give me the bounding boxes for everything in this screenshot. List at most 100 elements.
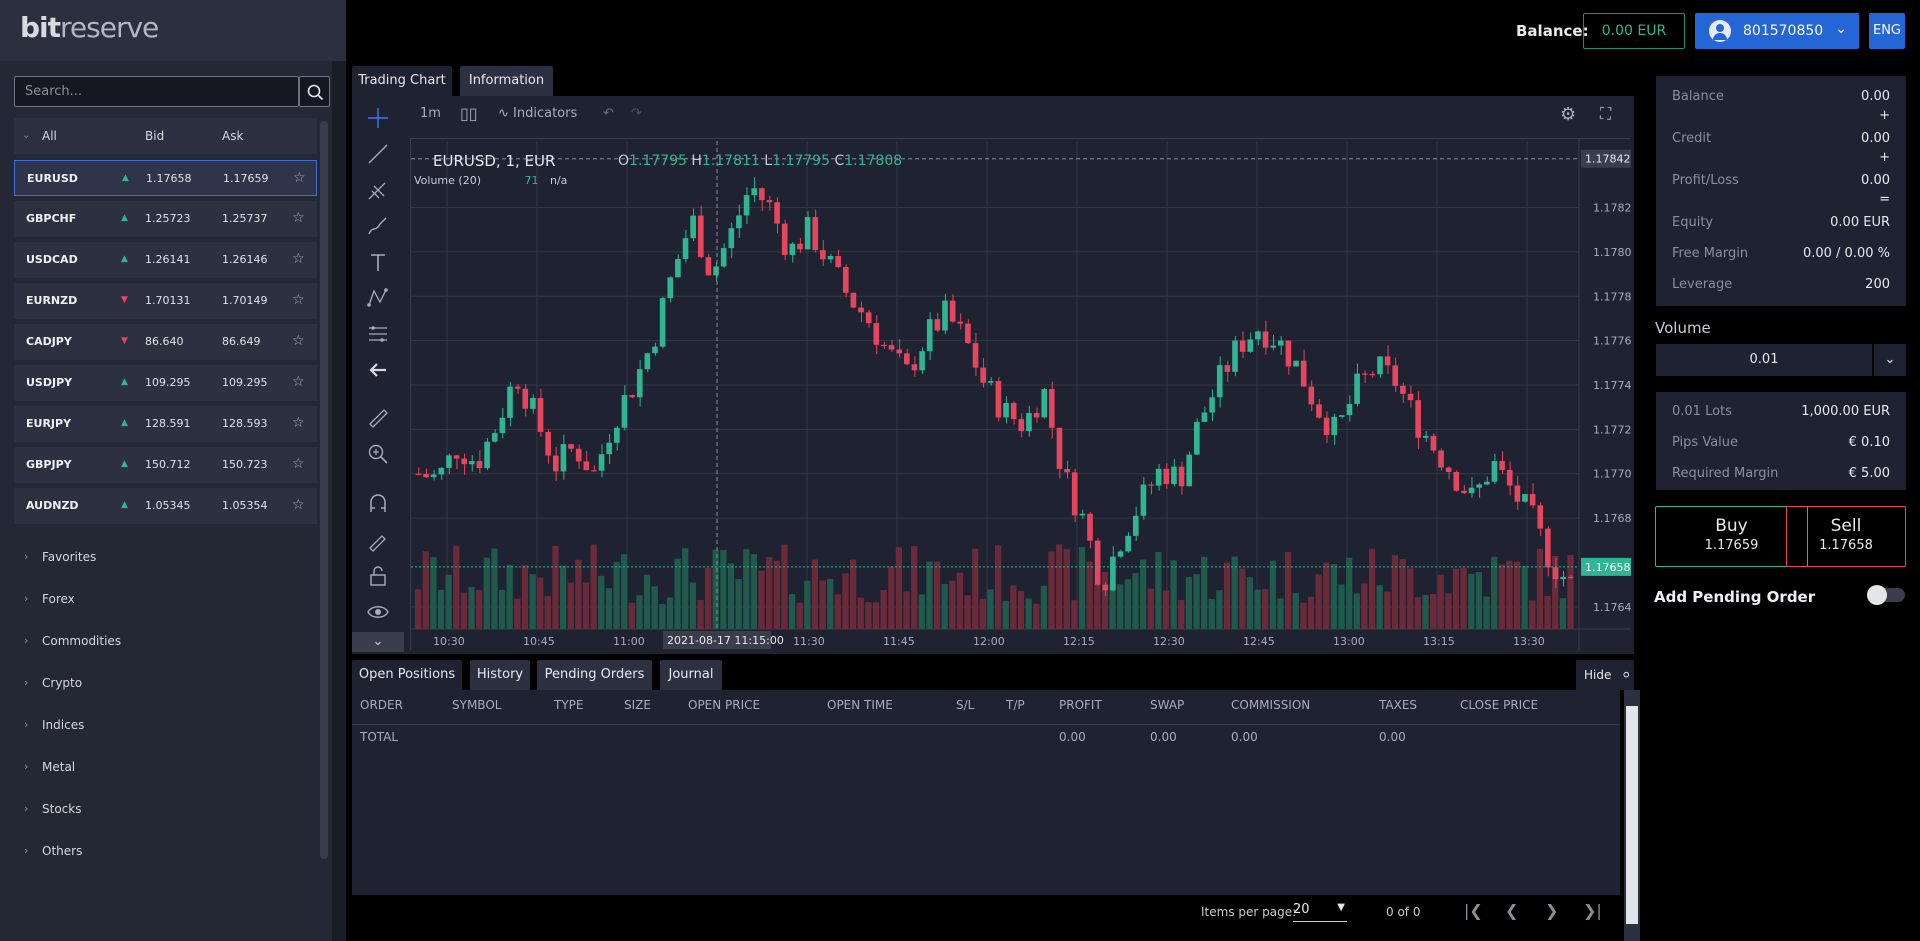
- star-icon[interactable]: ☆: [292, 292, 305, 308]
- interval-button[interactable]: 1m: [420, 106, 441, 121]
- text-icon[interactable]: [366, 250, 390, 274]
- redo-icon[interactable]: ↷: [631, 106, 642, 121]
- fullscreen-icon[interactable]: ⛶: [1600, 104, 1612, 123]
- magnet-icon[interactable]: [366, 492, 390, 516]
- symbol-row-eurjpy[interactable]: EURJPY ▲ 128.591 128.593 ☆: [14, 406, 317, 442]
- star-icon[interactable]: ☆: [292, 497, 305, 513]
- candle-body: [1293, 360, 1299, 367]
- volume-dropdown[interactable]: ⌄: [1874, 344, 1906, 376]
- caret-down-icon: ▼: [1337, 902, 1345, 913]
- star-icon[interactable]: ☆: [292, 251, 305, 267]
- next-page-icon[interactable]: ❯: [1545, 901, 1559, 920]
- star-icon[interactable]: ☆: [292, 415, 305, 431]
- column-header-open-price[interactable]: OPEN PRICE: [688, 698, 761, 712]
- category-label: Others: [42, 844, 83, 858]
- star-icon[interactable]: ☆: [292, 210, 305, 226]
- chart-canvas[interactable]: 1.17820 1.17800 1.17780 1.17760 1.17740 1.177…: [411, 139, 1631, 651]
- trend-line-icon[interactable]: [366, 142, 390, 166]
- column-header-size[interactable]: SIZE: [624, 698, 651, 712]
- column-header-symbol[interactable]: SYMBOL: [452, 698, 502, 712]
- ask-price: 1.25737: [222, 212, 268, 225]
- candle-body: [1064, 468, 1070, 473]
- symbol-row-gbpchf[interactable]: GBPCHF ▲ 1.25723 1.25737 ☆: [14, 201, 317, 237]
- chart-symbol-title[interactable]: EURUSD, 1, EUR: [433, 152, 556, 170]
- candle-body: [1041, 389, 1048, 418]
- column-header-close-price[interactable]: CLOSE PRICE: [1460, 698, 1539, 712]
- star-icon[interactable]: ☆: [293, 170, 306, 186]
- star-icon[interactable]: ☆: [292, 333, 305, 349]
- account-button[interactable]: 801570850 ⌄: [1695, 13, 1859, 49]
- chevron-down-icon: ⌄: [1835, 21, 1847, 37]
- first-page-icon[interactable]: |❮: [1464, 901, 1483, 920]
- star-icon[interactable]: ☆: [292, 456, 305, 472]
- filter-all[interactable]: All: [42, 129, 57, 143]
- brush-icon[interactable]: [366, 214, 390, 238]
- candle-body: [705, 257, 712, 276]
- eye-icon[interactable]: [366, 600, 390, 624]
- symbol-row-cadjpy[interactable]: CADJPY ▼ 86.640 86.649 ☆: [14, 324, 317, 360]
- tab-information[interactable]: Information: [460, 66, 553, 96]
- volume-bar: [720, 550, 727, 629]
- sidebar-scrollbar[interactable]: [320, 121, 328, 859]
- column-header-t-p[interactable]: T/P: [1006, 698, 1025, 712]
- price-up-icon: ▲: [121, 459, 128, 469]
- price-chart[interactable]: 1.17820 1.17800 1.17780 1.17760 1.17740 1.177…: [410, 138, 1631, 651]
- chevron-down-icon[interactable]: ⌄: [22, 130, 31, 141]
- search-input[interactable]: [15, 77, 298, 106]
- symbol-row-usdcad[interactable]: USDCAD ▲ 1.26141 1.26146 ☆: [14, 242, 317, 278]
- settings-icon[interactable]: ⚙: [1560, 104, 1577, 125]
- symbol-row-eurnzd[interactable]: EURNZD ▼ 1.70131 1.70149 ☆: [14, 283, 317, 319]
- chevron-down-icon[interactable]: ⌄: [352, 632, 404, 652]
- tab-journal[interactable]: Journal: [660, 660, 722, 690]
- column-header-s-l[interactable]: S/L: [956, 698, 975, 712]
- volume-input[interactable]: 0.01: [1656, 344, 1872, 376]
- pending-order-toggle[interactable]: [1867, 585, 1905, 605]
- back-arrow-icon[interactable]: [366, 358, 390, 382]
- search-button[interactable]: [299, 76, 330, 107]
- zoom-in-icon[interactable]: [366, 442, 390, 466]
- balance-value: 0.00 EUR: [1583, 13, 1685, 49]
- crosshair-icon[interactable]: [366, 106, 390, 130]
- prev-page-icon[interactable]: ❮: [1505, 901, 1519, 920]
- tab-trading-chart[interactable]: Trading Chart: [352, 66, 452, 96]
- last-page-icon[interactable]: ❯|: [1583, 901, 1602, 920]
- pitchfork-icon[interactable]: [366, 178, 390, 202]
- tab-pending-orders[interactable]: Pending Orders: [537, 660, 652, 690]
- column-header-commission[interactable]: COMMISSION: [1231, 698, 1311, 712]
- volume-bar: [1391, 555, 1399, 629]
- column-header-order[interactable]: ORDER: [360, 698, 403, 712]
- candle-type-icon[interactable]: ▯▯: [460, 104, 478, 123]
- lock-icon[interactable]: [366, 564, 390, 588]
- volume-bar: [430, 557, 437, 629]
- pattern-icon[interactable]: [366, 286, 390, 310]
- star-icon[interactable]: ☆: [292, 374, 305, 390]
- positions-scrollbar[interactable]: [1624, 690, 1640, 941]
- column-header-taxes[interactable]: TAXES: [1379, 698, 1418, 712]
- sidebar-collapse-strip[interactable]: [332, 61, 346, 941]
- hide-panel-button[interactable]: Hide ⚪: [1576, 660, 1634, 690]
- candle-body: [1560, 576, 1566, 580]
- indicators-icon: ∿: [498, 106, 514, 121]
- draw-lock-icon[interactable]: [366, 528, 390, 552]
- ruler-icon[interactable]: [366, 406, 390, 430]
- undo-icon[interactable]: ↶: [603, 106, 614, 121]
- fib-levels-icon[interactable]: [366, 322, 390, 346]
- symbol-row-eurusd[interactable]: EURUSD ▲ 1.17658 1.17659 ☆: [14, 160, 317, 196]
- items-per-page-select[interactable]: 20 ▼: [1293, 902, 1347, 922]
- buy-button[interactable]: Buy 1.17659: [1655, 506, 1808, 567]
- symbol-row-gbpjpy[interactable]: GBPJPY ▲ 150.712 150.723 ☆: [14, 447, 317, 483]
- tab-open-positions[interactable]: Open Positions: [352, 660, 462, 690]
- page-range: 0 of 0: [1386, 905, 1421, 919]
- indicators-button[interactable]: ∿ Indicators: [498, 106, 577, 121]
- sell-button[interactable]: Sell 1.17658: [1786, 506, 1906, 567]
- language-button[interactable]: ENG: [1869, 13, 1905, 49]
- symbol-row-usdjpy[interactable]: USDJPY ▲ 109.295 109.295 ☆: [14, 365, 317, 401]
- column-header-open-time[interactable]: OPEN TIME: [827, 698, 893, 712]
- tab-history[interactable]: History: [470, 660, 530, 690]
- column-header-type[interactable]: TYPE: [554, 698, 584, 712]
- symbol-row-audnzd[interactable]: AUDNZD ▲ 1.05345 1.05354 ☆: [14, 488, 317, 524]
- column-header-profit[interactable]: PROFIT: [1059, 698, 1102, 712]
- column-header-swap[interactable]: SWAP: [1150, 698, 1185, 712]
- indicators-label: Indicators: [513, 106, 578, 121]
- volume-bar: [1162, 590, 1170, 629]
